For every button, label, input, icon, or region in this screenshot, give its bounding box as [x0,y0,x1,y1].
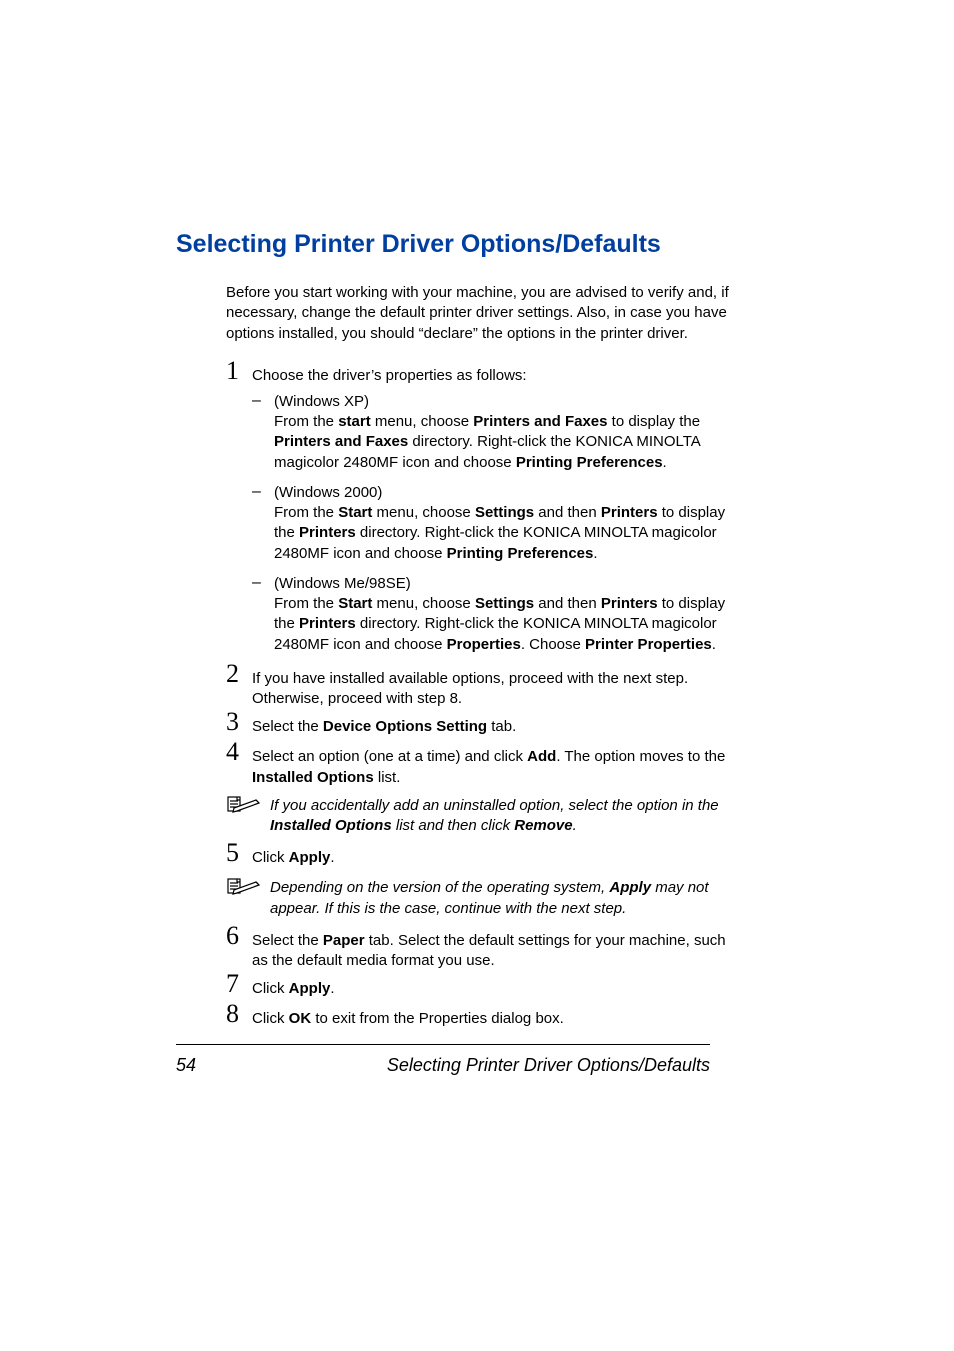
step-number: 1 [226,358,252,384]
note-1: If you accidentally add an uninstalled o… [226,792,744,837]
substep-2000: – (Windows 2000) From the Start menu, ch… [252,483,744,564]
os-label: (Windows XP) [274,393,369,410]
step-number: 3 [226,709,252,735]
intro-paragraph: Before you start working with your machi… [226,283,744,344]
substep-body: (Windows Me/98SE) From the Start menu, c… [274,574,744,655]
step-8: 8 Click OK to exit from the Properties d… [226,1005,744,1031]
step-3: 3 Select the Device Options Setting tab. [226,713,744,739]
footer-title: Selecting Printer Driver Options/Default… [387,1055,710,1076]
step-text: If you have installed available options,… [252,665,744,710]
note-icon [226,874,270,896]
dash: – [252,392,274,410]
substep-xp: – (Windows XP) From the start menu, choo… [252,392,744,473]
step-number: 4 [226,739,252,765]
step-5: 5 Click Apply. [226,844,744,870]
page-footer: 54 Selecting Printer Driver Options/Defa… [176,1044,710,1076]
note-text: Depending on the version of the operatin… [270,874,744,919]
step-number: 2 [226,661,252,687]
step-text: Select an option (one at a time) and cli… [252,743,744,788]
step-2: 2 If you have installed available option… [226,665,744,710]
step-7: 7 Click Apply. [226,975,744,1001]
step-number: 5 [226,840,252,866]
step-text: Choose the driver’s properties as follow… [252,362,744,386]
page: Selecting Printer Driver Options/Default… [0,0,954,1351]
dash: – [252,483,274,501]
note-icon [226,792,270,814]
step-number: 6 [226,923,252,949]
step-6: 6 Select the Paper tab. Select the defau… [226,927,744,972]
step-number: 8 [226,1001,252,1027]
note-text: If you accidentally add an uninstalled o… [270,792,744,837]
step-4: 4 Select an option (one at a time) and c… [226,743,744,788]
step-text: Select the Paper tab. Select the default… [252,927,744,972]
substep-body: (Windows 2000) From the Start menu, choo… [274,483,744,564]
page-number: 54 [176,1055,196,1076]
footer-rule [176,1044,710,1045]
step-text: Click Apply. [252,975,744,999]
step-1: 1 Choose the driver’s properties as foll… [226,362,744,388]
dash: – [252,574,274,592]
footer-row: 54 Selecting Printer Driver Options/Defa… [176,1055,710,1076]
substep-me98: – (Windows Me/98SE) From the Start menu,… [252,574,744,655]
note-2: Depending on the version of the operatin… [226,874,744,919]
step-text: Click OK to exit from the Properties dia… [252,1005,744,1029]
section-title: Selecting Printer Driver Options/Default… [176,230,744,259]
os-label: (Windows 2000) [274,484,382,501]
step-text: Select the Device Options Setting tab. [252,713,744,737]
step-text: Click Apply. [252,844,744,868]
os-label: (Windows Me/98SE) [274,575,411,592]
substep-body: (Windows XP) From the start menu, choose… [274,392,744,473]
step-number: 7 [226,971,252,997]
